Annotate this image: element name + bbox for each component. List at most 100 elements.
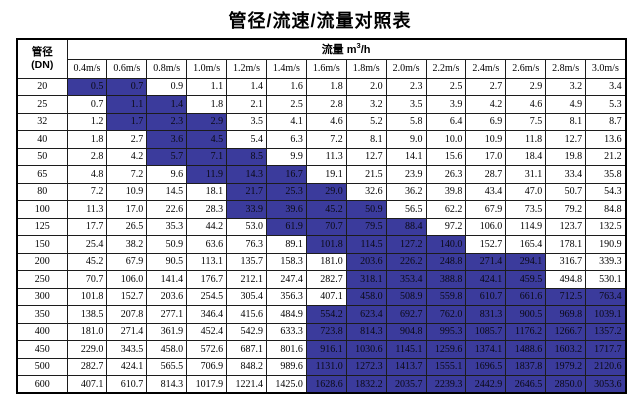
value-cell: 254.5 (186, 287, 228, 306)
value-cell: 542.9 (226, 322, 267, 341)
value-cell: 2.7 (465, 77, 507, 96)
value-cell: 452.4 (186, 322, 228, 341)
value-cell-highlighted: 2850.0 (545, 375, 587, 394)
value-cell: 3.4 (585, 77, 627, 96)
value-cell: 44.2 (186, 217, 228, 236)
value-cell-highlighted: 114.5 (345, 235, 387, 254)
value-cell: 9.0 (385, 130, 427, 149)
value-cell: 494.8 (545, 270, 587, 289)
value-cell: 282.7 (66, 357, 108, 376)
value-cell: 113.1 (186, 252, 228, 271)
value-cell: 5.8 (385, 112, 427, 131)
value-cell: 138.5 (66, 305, 108, 324)
value-cell: 73.5 (505, 200, 547, 219)
value-cell: 18.4 (505, 147, 547, 166)
value-cell: 2.8 (305, 95, 347, 114)
flow-rate-unit-exponent: 3 (356, 40, 361, 50)
value-cell-highlighted: 8.5 (226, 147, 267, 166)
value-cell: 19.1 (305, 165, 347, 184)
value-cell-highlighted: 101.8 (305, 235, 347, 254)
value-cell-highlighted: 1131.0 (305, 357, 347, 376)
pipe-diameter-header: 管径 (DN) (16, 38, 68, 79)
value-cell-highlighted: 61.9 (265, 217, 307, 236)
value-cell: 339.3 (585, 252, 627, 271)
velocity-header: 1.0m/s (186, 58, 228, 79)
value-cell: 565.5 (146, 357, 188, 376)
value-cell: 9.9 (265, 147, 307, 166)
value-cell: 530.1 (585, 270, 627, 289)
velocity-header: 2.6m/s (505, 58, 547, 79)
value-cell: 35.8 (585, 165, 627, 184)
value-cell: 1017.9 (186, 375, 228, 394)
value-cell-highlighted: 723.8 (305, 322, 347, 341)
value-cell-highlighted: 1.7 (106, 112, 148, 131)
table-row: 100 11.3 17.0 22.6 28.3 33.9 39.6 45.2 50.9 56.5 6… (16, 200, 627, 219)
velocity-header: 1.6m/s (305, 58, 347, 79)
value-cell-highlighted: 294.1 (505, 252, 547, 271)
value-cell: 17.0 (465, 147, 507, 166)
dn-cell: 200 (16, 252, 68, 271)
value-cell: 39.8 (425, 182, 467, 201)
value-cell: 56.5 (385, 200, 427, 219)
value-cell: 152.7 (465, 235, 507, 254)
value-cell: 316.7 (545, 252, 587, 271)
value-cell-highlighted: 1.1 (106, 95, 148, 114)
value-cell-highlighted: 1603.2 (545, 340, 587, 359)
value-cell-highlighted: 904.8 (385, 322, 427, 341)
value-cell: 152.7 (106, 287, 148, 306)
dn-cell: 65 (16, 165, 68, 184)
value-cell: 0.7 (66, 95, 108, 114)
value-cell-highlighted: 554.2 (305, 305, 347, 324)
flow-rate-label: 流量 m (321, 44, 357, 57)
velocity-header: 2.8m/s (545, 58, 587, 79)
value-cell-highlighted: 995.3 (425, 322, 467, 341)
table-row: 500 282.7 424.1 565.5 706.9 848.2 989.6 1131.0 1… (16, 357, 627, 376)
value-cell: 2.1 (226, 95, 267, 114)
value-cell: 70.7 (66, 270, 108, 289)
value-cell: 3.2 (345, 95, 387, 114)
velocity-header-row: 0.4m/s 0.6m/s 0.8m/s 1.0m/s 1.2m/s 1.4m/s 1.6m… (17, 58, 627, 79)
velocity-header: 0.4m/s (66, 58, 108, 79)
dn-cell: 125 (16, 217, 68, 236)
velocity-header: 2.4m/s (465, 58, 507, 79)
value-cell: 54.3 (585, 182, 627, 201)
value-cell: 4.8 (66, 165, 108, 184)
value-cell: 8.7 (585, 112, 627, 131)
value-cell-highlighted: 14.3 (226, 165, 267, 184)
dn-cell: 100 (16, 200, 68, 219)
value-cell: 47.0 (505, 182, 547, 201)
table-row: 125 17.7 26.5 35.3 44.2 53.0 61.9 70.7 79.5 88.4 9… (16, 217, 627, 236)
dn-cell: 32 (16, 112, 68, 131)
velocity-header: 2.2m/s (425, 58, 467, 79)
value-cell-highlighted: 353.4 (385, 270, 427, 289)
value-cell: 7.5 (505, 112, 547, 131)
table-row: 25 0.7 1.1 1.4 1.8 2.1 2.5 2.8 3.2 3.5 3.9 4.2 4.6 4.… (16, 95, 627, 114)
table-row: 50 2.8 4.2 5.7 7.1 8.5 9.9 11.3 12.7 14.1 15.6 17.0… (16, 147, 627, 166)
pipe-diameter-header-line1: 管径 (31, 45, 53, 58)
value-cell: 178.1 (545, 235, 587, 254)
value-cell: 67.9 (106, 252, 148, 271)
value-cell: 63.6 (186, 235, 228, 254)
value-cell: 2.7 (106, 130, 148, 149)
value-cell: 28.3 (186, 200, 228, 219)
value-cell: 114.9 (505, 217, 547, 236)
value-cell: 247.4 (265, 270, 307, 289)
value-cell: 4.6 (505, 95, 547, 114)
value-cell-highlighted: 1979.2 (545, 357, 587, 376)
value-cell: 106.0 (106, 270, 148, 289)
table-row: 350 138.5 207.8 277.1 346.4 415.6 484.9 554.2 62… (16, 305, 627, 324)
value-cell-highlighted: 1030.6 (345, 340, 387, 359)
value-cell-highlighted: 1488.6 (505, 340, 547, 359)
value-cell-highlighted: 248.8 (425, 252, 467, 271)
value-cell-highlighted: 458.0 (345, 287, 387, 306)
value-cell-highlighted: 33.9 (226, 200, 267, 219)
value-cell: 101.8 (66, 287, 108, 306)
value-cell: 4.2 (106, 147, 148, 166)
value-cell-highlighted: 424.1 (465, 270, 507, 289)
value-cell-highlighted: 88.4 (385, 217, 427, 236)
value-cell: 12.7 (545, 130, 587, 149)
dn-cell: 500 (16, 357, 68, 376)
value-cell: 176.7 (186, 270, 228, 289)
value-cell: 1.4 (226, 77, 267, 96)
table-row: 20 0.5 0.7 0.9 1.1 1.4 1.6 1.8 2.0 2.3 2.5 2.7 2.9 3.… (16, 77, 627, 96)
